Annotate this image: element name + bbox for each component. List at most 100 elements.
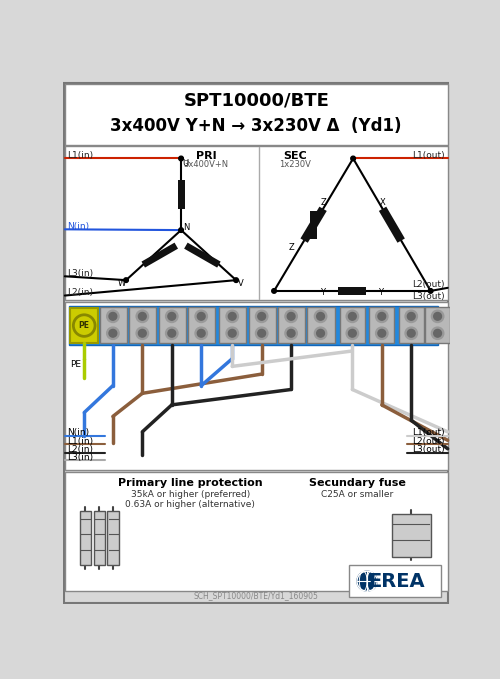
- FancyBboxPatch shape: [100, 307, 127, 344]
- Circle shape: [198, 312, 205, 320]
- Circle shape: [124, 278, 128, 282]
- Text: L1(out): L1(out): [412, 428, 444, 437]
- Circle shape: [316, 312, 324, 320]
- Text: N(in): N(in): [67, 222, 90, 231]
- Text: W: W: [118, 280, 126, 289]
- FancyBboxPatch shape: [108, 511, 119, 565]
- Circle shape: [109, 329, 117, 337]
- Circle shape: [348, 329, 356, 337]
- Text: PE: PE: [78, 321, 90, 330]
- Text: L3(out): L3(out): [412, 445, 444, 454]
- Circle shape: [226, 310, 238, 323]
- Text: V: V: [238, 278, 244, 288]
- Circle shape: [434, 312, 442, 320]
- Circle shape: [376, 310, 388, 323]
- Text: Y: Y: [378, 288, 383, 297]
- Circle shape: [179, 227, 184, 232]
- Text: X: X: [380, 198, 386, 206]
- Circle shape: [168, 312, 175, 320]
- FancyBboxPatch shape: [248, 307, 276, 344]
- Bar: [300, 206, 327, 243]
- Text: Secundary fuse: Secundary fuse: [308, 479, 406, 488]
- Text: L2(in): L2(in): [67, 445, 93, 454]
- Text: 35kA or higher (preferred): 35kA or higher (preferred): [131, 490, 250, 500]
- Circle shape: [228, 312, 236, 320]
- Text: L1(in): L1(in): [67, 437, 94, 445]
- Text: L2(in): L2(in): [67, 288, 93, 297]
- FancyBboxPatch shape: [94, 511, 105, 565]
- FancyBboxPatch shape: [340, 307, 365, 344]
- Text: N: N: [184, 223, 190, 232]
- Text: PE: PE: [70, 360, 81, 369]
- FancyBboxPatch shape: [68, 306, 438, 345]
- Bar: [379, 206, 405, 242]
- FancyBboxPatch shape: [70, 308, 98, 344]
- Circle shape: [346, 310, 358, 323]
- FancyBboxPatch shape: [65, 472, 448, 591]
- Circle shape: [136, 310, 148, 323]
- Circle shape: [314, 327, 327, 340]
- Text: 3x400V Y+N → 3x230V Δ  (Yd1): 3x400V Y+N → 3x230V Δ (Yd1): [110, 117, 402, 135]
- Text: L2(out): L2(out): [412, 280, 444, 289]
- Text: 3x400V+N: 3x400V+N: [184, 160, 228, 169]
- Circle shape: [258, 312, 266, 320]
- Circle shape: [408, 312, 415, 320]
- Circle shape: [348, 312, 356, 320]
- Text: N(in): N(in): [67, 428, 90, 437]
- Text: L1(out): L1(out): [412, 151, 444, 160]
- Text: SEC: SEC: [283, 151, 307, 161]
- Circle shape: [166, 327, 178, 340]
- FancyBboxPatch shape: [158, 307, 186, 344]
- Circle shape: [195, 327, 207, 340]
- Circle shape: [432, 310, 444, 323]
- Text: Z: Z: [288, 243, 294, 252]
- FancyBboxPatch shape: [65, 84, 448, 145]
- Circle shape: [138, 312, 146, 320]
- Circle shape: [166, 310, 178, 323]
- FancyBboxPatch shape: [65, 301, 448, 470]
- Circle shape: [432, 327, 444, 340]
- Circle shape: [376, 327, 388, 340]
- FancyBboxPatch shape: [65, 146, 448, 300]
- Circle shape: [138, 329, 146, 337]
- Text: EREA: EREA: [368, 572, 425, 591]
- Circle shape: [357, 571, 377, 591]
- Circle shape: [378, 312, 386, 320]
- Circle shape: [272, 289, 276, 293]
- Circle shape: [258, 329, 266, 337]
- FancyBboxPatch shape: [399, 307, 423, 344]
- Text: U: U: [182, 159, 189, 168]
- Circle shape: [168, 329, 175, 337]
- Circle shape: [405, 310, 417, 323]
- Circle shape: [346, 327, 358, 340]
- Bar: [310, 211, 318, 238]
- Circle shape: [351, 156, 356, 161]
- Text: PRI: PRI: [196, 151, 216, 161]
- FancyBboxPatch shape: [370, 307, 394, 344]
- FancyBboxPatch shape: [129, 307, 156, 344]
- Text: SCH_SPT10000/BTE/Yd1_160905: SCH_SPT10000/BTE/Yd1_160905: [194, 591, 318, 600]
- Text: L3(in): L3(in): [67, 453, 94, 462]
- Circle shape: [287, 312, 295, 320]
- FancyBboxPatch shape: [308, 307, 334, 344]
- FancyBboxPatch shape: [349, 565, 440, 598]
- Text: C25A or smaller: C25A or smaller: [321, 490, 393, 500]
- Circle shape: [228, 329, 236, 337]
- Circle shape: [106, 310, 119, 323]
- Circle shape: [378, 329, 386, 337]
- Text: 1x230V: 1x230V: [279, 160, 311, 169]
- Bar: [142, 242, 178, 268]
- Circle shape: [256, 327, 268, 340]
- Circle shape: [408, 329, 415, 337]
- Circle shape: [195, 310, 207, 323]
- FancyBboxPatch shape: [188, 307, 215, 344]
- Text: L3(out): L3(out): [412, 292, 444, 301]
- Text: L1(in): L1(in): [67, 151, 94, 160]
- Bar: [178, 180, 184, 209]
- FancyBboxPatch shape: [219, 307, 246, 344]
- Circle shape: [314, 310, 327, 323]
- Circle shape: [434, 329, 442, 337]
- Text: Primary line protection: Primary line protection: [118, 479, 262, 488]
- Circle shape: [285, 310, 298, 323]
- Circle shape: [179, 156, 184, 161]
